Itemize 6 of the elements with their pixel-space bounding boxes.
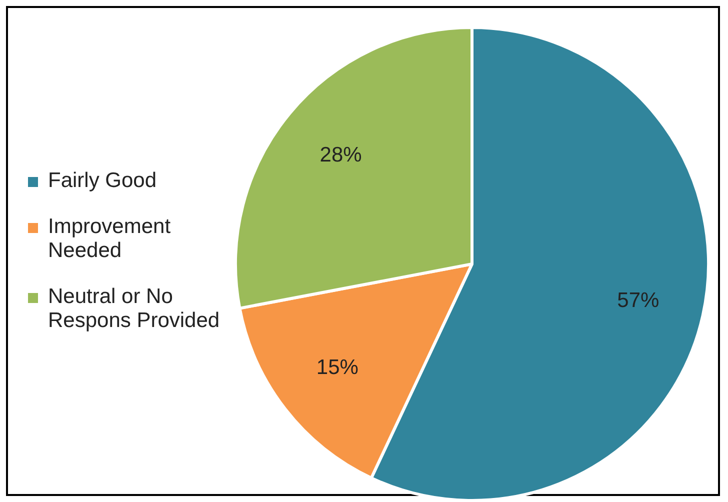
legend-label: Improvement Needed: [48, 215, 172, 263]
data-label: 57%: [617, 288, 660, 312]
legend-label: Neutral or No Respons Provided: [48, 285, 221, 333]
legend-label: Fairly Good: [48, 169, 157, 193]
data-label: 15%: [316, 356, 358, 380]
data-label: 28%: [320, 143, 362, 166]
